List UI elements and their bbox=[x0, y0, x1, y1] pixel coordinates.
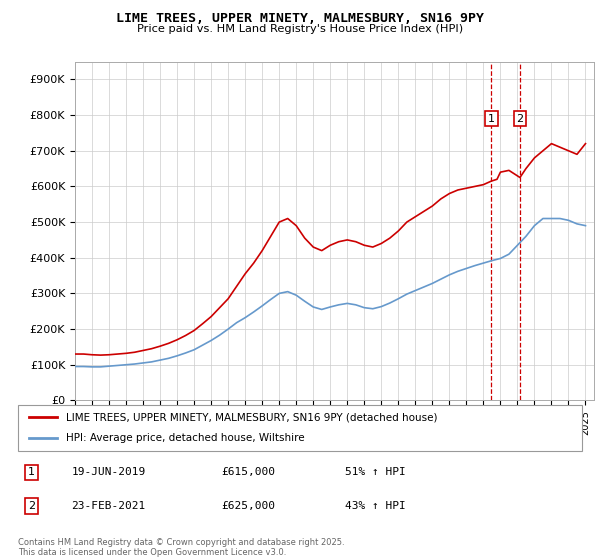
Text: 23-FEB-2021: 23-FEB-2021 bbox=[71, 501, 146, 511]
Text: 51% ↑ HPI: 51% ↑ HPI bbox=[345, 468, 406, 478]
Text: LIME TREES, UPPER MINETY, MALMESBURY, SN16 9PY: LIME TREES, UPPER MINETY, MALMESBURY, SN… bbox=[116, 12, 484, 25]
Text: Contains HM Land Registry data © Crown copyright and database right 2025.
This d: Contains HM Land Registry data © Crown c… bbox=[18, 538, 344, 557]
Text: 1: 1 bbox=[488, 114, 495, 124]
Text: 1: 1 bbox=[28, 468, 35, 478]
Text: 2: 2 bbox=[517, 114, 524, 124]
Text: 2: 2 bbox=[28, 501, 35, 511]
Text: £615,000: £615,000 bbox=[221, 468, 275, 478]
Text: 19-JUN-2019: 19-JUN-2019 bbox=[71, 468, 146, 478]
Text: Price paid vs. HM Land Registry's House Price Index (HPI): Price paid vs. HM Land Registry's House … bbox=[137, 24, 463, 34]
Text: HPI: Average price, detached house, Wiltshire: HPI: Average price, detached house, Wilt… bbox=[66, 433, 305, 444]
Text: £625,000: £625,000 bbox=[221, 501, 275, 511]
Text: 43% ↑ HPI: 43% ↑ HPI bbox=[345, 501, 406, 511]
Text: LIME TREES, UPPER MINETY, MALMESBURY, SN16 9PY (detached house): LIME TREES, UPPER MINETY, MALMESBURY, SN… bbox=[66, 412, 437, 422]
FancyBboxPatch shape bbox=[18, 405, 582, 451]
